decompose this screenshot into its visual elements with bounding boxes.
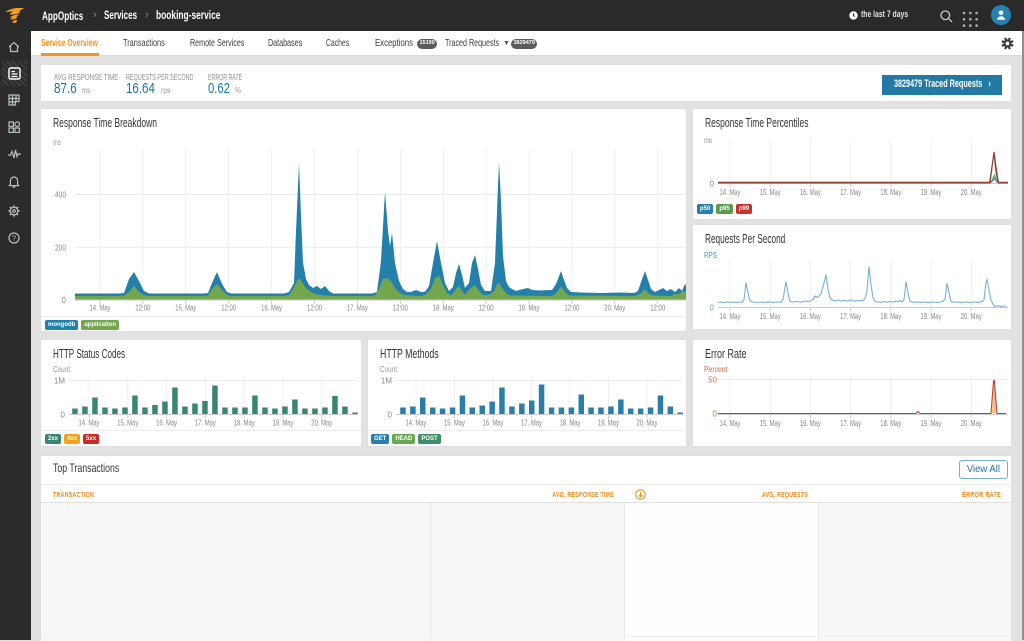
- svg-text:17. May: 17. May: [521, 419, 542, 428]
- svg-text:17. May: 17. May: [840, 419, 861, 428]
- svg-text:19. May: 19. May: [598, 419, 619, 428]
- svg-text:12:00: 12:00: [221, 304, 236, 313]
- svg-text:50: 50: [708, 376, 717, 385]
- svg-text:19. May: 19. May: [519, 304, 540, 313]
- svg-text:19. May: 19. May: [921, 188, 942, 197]
- svg-text:14. May: 14. May: [90, 304, 111, 313]
- svg-text:14. May: 14. May: [79, 419, 100, 428]
- svg-text:17. May: 17. May: [840, 188, 861, 197]
- svg-text:400: 400: [55, 191, 66, 200]
- svg-text:16. May: 16. May: [261, 304, 282, 313]
- svg-text:18. May: 18. May: [433, 304, 454, 313]
- svg-text:20. May: 20. May: [311, 419, 332, 428]
- svg-text:17. May: 17. May: [347, 304, 368, 313]
- svg-text:0: 0: [62, 296, 67, 305]
- svg-text:14. May: 14. May: [720, 188, 741, 197]
- svg-text:14. May: 14. May: [406, 419, 427, 428]
- svg-text:16. May: 16. May: [800, 312, 821, 321]
- svg-text:15. May: 15. May: [117, 419, 138, 428]
- svg-text:14. May: 14. May: [720, 419, 741, 428]
- svg-text:17. May: 17. May: [195, 419, 216, 428]
- svg-text:15. May: 15. May: [760, 188, 781, 197]
- svg-text:19. May: 19. May: [921, 312, 942, 321]
- svg-text:20. May: 20. May: [604, 304, 625, 313]
- svg-text:0: 0: [710, 180, 715, 189]
- svg-text:0: 0: [713, 410, 718, 419]
- svg-text:12:00: 12:00: [650, 304, 665, 313]
- svg-text:15. May: 15. May: [760, 419, 781, 428]
- svg-text:18. May: 18. May: [880, 188, 901, 197]
- svg-text:12:00: 12:00: [393, 304, 408, 313]
- svg-text:0: 0: [61, 411, 66, 420]
- svg-text:12:00: 12:00: [479, 304, 494, 313]
- svg-text:20. May: 20. May: [637, 419, 658, 428]
- svg-text:200: 200: [55, 243, 66, 252]
- svg-text:20. May: 20. May: [961, 419, 982, 428]
- svg-text:12:00: 12:00: [307, 304, 322, 313]
- svg-text:16. May: 16. May: [483, 419, 504, 428]
- svg-text:19. May: 19. May: [921, 419, 942, 428]
- svg-text:18. May: 18. May: [234, 419, 255, 428]
- svg-text:16. May: 16. May: [156, 419, 177, 428]
- svg-text:16. May: 16. May: [800, 188, 821, 197]
- svg-text:1M: 1M: [54, 377, 65, 386]
- svg-text:12:00: 12:00: [135, 304, 150, 313]
- svg-text:12:00: 12:00: [564, 304, 579, 313]
- svg-text:18. May: 18. May: [880, 312, 901, 321]
- svg-text:20. May: 20. May: [961, 312, 982, 321]
- svg-text:18. May: 18. May: [880, 419, 901, 428]
- svg-text:14. May: 14. May: [720, 312, 741, 321]
- svg-text:19. May: 19. May: [273, 419, 294, 428]
- svg-text:20. May: 20. May: [961, 188, 982, 197]
- svg-text:0: 0: [710, 304, 715, 313]
- svg-text:16. May: 16. May: [800, 419, 821, 428]
- svg-text:1M: 1M: [381, 377, 392, 386]
- svg-text:15. May: 15. May: [760, 312, 781, 321]
- svg-text:15. May: 15. May: [444, 419, 465, 428]
- svg-text:15. May: 15. May: [175, 304, 196, 313]
- svg-text:?: ?: [12, 234, 16, 243]
- svg-text:17. May: 17. May: [840, 312, 861, 321]
- svg-text:0: 0: [388, 411, 393, 420]
- svg-text:18. May: 18. May: [560, 419, 581, 428]
